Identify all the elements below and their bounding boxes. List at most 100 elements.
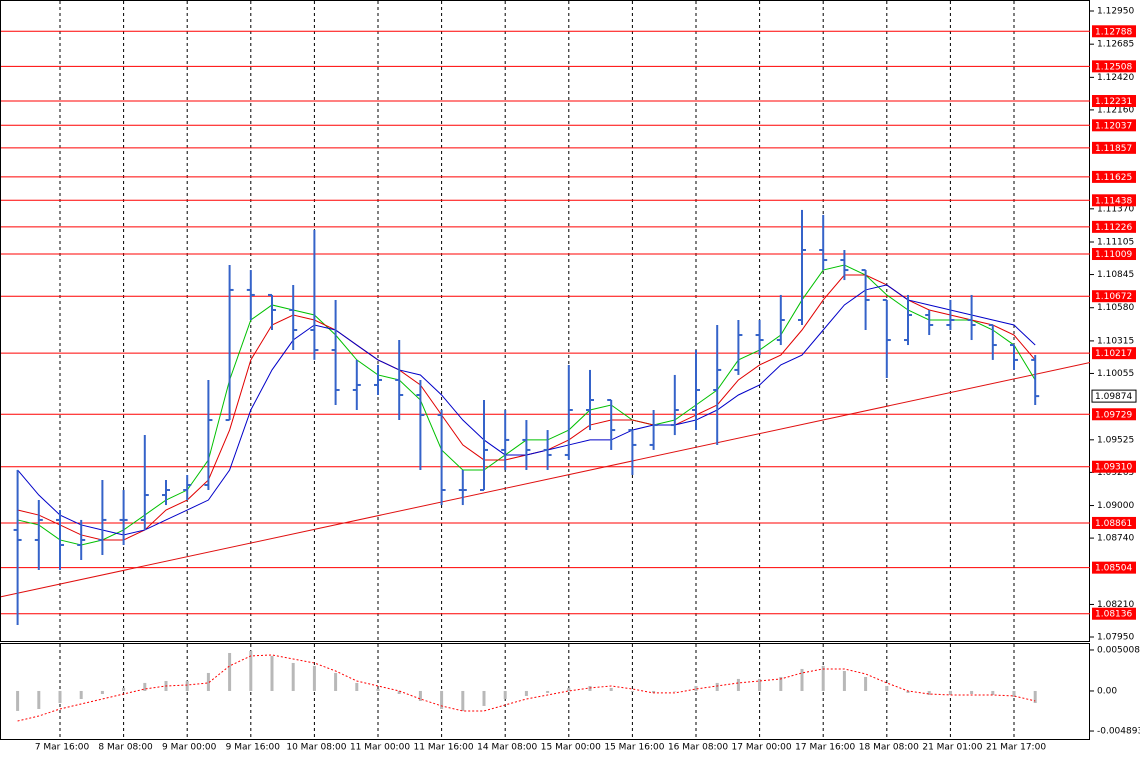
macd-histogram-bar — [927, 690, 931, 695]
y-tick-label: 1.07950 — [1097, 633, 1134, 643]
level-label-box — [1092, 194, 1136, 207]
x-tick-label: 11 Mar 16:00 — [414, 743, 474, 753]
level-label: 1.12508 — [1095, 62, 1132, 72]
macd-histogram-bar — [800, 668, 804, 691]
macd-histogram-bar — [206, 672, 210, 691]
level-label-box — [1092, 95, 1136, 108]
macd-histogram-bar — [546, 690, 550, 693]
y-tick-label: 1.09000 — [1097, 501, 1134, 511]
macd-histogram-bar — [1012, 690, 1016, 697]
y-tick-label: 1.11370 — [1097, 204, 1134, 214]
x-tick-label: 15 Mar 00:00 — [541, 743, 601, 753]
level-label-box — [1092, 460, 1136, 473]
macd-histogram-bar — [864, 676, 868, 691]
y-tick-label: 1.10315 — [1097, 336, 1134, 346]
macd-histogram-bar — [758, 678, 762, 691]
macd-histogram-bar — [185, 680, 189, 691]
macd-signal — [17, 654, 1036, 722]
y-tick-label: 1.09525 — [1097, 435, 1134, 445]
x-tick-label: 21 Mar 01:00 — [922, 743, 982, 753]
x-tick-label: 7 Mar 16:00 — [35, 743, 90, 753]
level-label-box — [1092, 408, 1136, 421]
y-tick-label: 1.11105 — [1097, 237, 1134, 247]
x-tick-label: 8 Mar 08:00 — [98, 743, 153, 753]
macd-histogram-bar — [842, 670, 846, 691]
macd-histogram-bar — [652, 690, 656, 693]
macd-histogram-bar — [249, 650, 253, 691]
macd-y-tick-label: 0.00 — [1097, 686, 1117, 696]
macd-histogram-bar — [291, 662, 295, 691]
macd-y-tick-label: -0.004893 — [1097, 727, 1140, 737]
y-tick-label: 1.12420 — [1097, 73, 1134, 83]
macd-histogram-bar — [482, 690, 486, 706]
level-label-box — [1092, 170, 1136, 183]
x-tick-label: 15 Mar 16:00 — [604, 743, 664, 753]
y-tick-label: 1.08740 — [1097, 534, 1134, 544]
level-label: 1.11009 — [1095, 250, 1132, 260]
level-label: 1.09729 — [1095, 410, 1132, 420]
macd-histogram-bar — [948, 690, 952, 695]
macd-histogram-bar — [1033, 690, 1037, 704]
y-tick-label: 1.12160 — [1097, 105, 1134, 115]
current-price-box — [1091, 389, 1137, 403]
macd-histogram-bar — [355, 682, 359, 691]
level-label-box — [1092, 561, 1136, 574]
macd-histogram-bar — [609, 687, 613, 691]
x-tick-label: 9 Mar 16:00 — [226, 743, 281, 753]
x-tick-label: 10 Mar 08:00 — [286, 743, 346, 753]
macd-histogram-bar — [334, 672, 338, 691]
macd-histogram-bar — [58, 690, 62, 704]
level-label-box — [1092, 60, 1136, 73]
x-tick-label: 11 Mar 00:00 — [350, 743, 410, 753]
macd-histogram-bar — [122, 687, 126, 691]
x-tick-label: 18 Mar 08:00 — [859, 743, 919, 753]
y-tick-label: 1.12685 — [1097, 40, 1134, 50]
macd-histogram-bar — [991, 690, 995, 695]
macd-histogram-bar — [397, 690, 401, 694]
macd-histogram-bar — [16, 690, 20, 711]
y-tick-label: 1.09265 — [1097, 468, 1134, 478]
macd-pane-border — [0, 643, 1090, 740]
macd-histogram-bar — [440, 690, 444, 709]
level-label: 1.11438 — [1095, 196, 1132, 206]
macd-histogram-bar — [567, 687, 571, 691]
macd-histogram-bar — [143, 682, 147, 691]
level-label-box — [1092, 220, 1136, 233]
level-label: 1.12037 — [1095, 121, 1132, 131]
macd-histogram-bar — [503, 690, 507, 699]
level-label: 1.12231 — [1095, 97, 1132, 107]
x-tick-label: 16 Mar 08:00 — [668, 743, 728, 753]
y-tick-label: 1.10845 — [1097, 270, 1134, 280]
main-pane-border — [0, 0, 1090, 642]
macd-histogram-bar — [673, 690, 677, 692]
macd-histogram-bar — [461, 690, 465, 711]
macd-histogram-bar — [418, 690, 422, 701]
level-label-box — [1092, 248, 1136, 261]
x-tick-label: 9 Mar 00:00 — [162, 743, 217, 753]
level-label: 1.10217 — [1095, 349, 1132, 359]
macd-histogram-bar — [524, 690, 528, 696]
macd-histogram-bar — [779, 676, 783, 691]
level-label-box — [1092, 290, 1136, 303]
y-tick-label: 1.10580 — [1097, 303, 1134, 313]
y-tick-label: 1.08210 — [1097, 600, 1134, 610]
level-label-box — [1092, 347, 1136, 360]
macd-histogram-bar — [694, 685, 698, 691]
macd-histogram-bar — [312, 665, 316, 691]
y-tick-label: 1.10055 — [1097, 369, 1134, 379]
level-label: 1.08136 — [1095, 610, 1132, 620]
level-label-box — [1092, 25, 1136, 38]
level-label: 1.08861 — [1095, 519, 1132, 529]
level-label: 1.08504 — [1095, 564, 1132, 574]
level-label-box — [1092, 516, 1136, 529]
macd-histogram-bar — [736, 678, 740, 691]
macd-histogram-bar — [270, 655, 274, 691]
macd-histogram-bar — [630, 690, 634, 692]
macd-y-tick-label: 0.005008 — [1097, 645, 1140, 655]
macd-histogram-bar — [821, 665, 825, 691]
trendline — [0, 362, 1091, 598]
y-tick-label: 1.12950 — [1097, 7, 1134, 17]
macd-histogram-bar — [376, 689, 380, 691]
level-label-box — [1092, 607, 1136, 620]
